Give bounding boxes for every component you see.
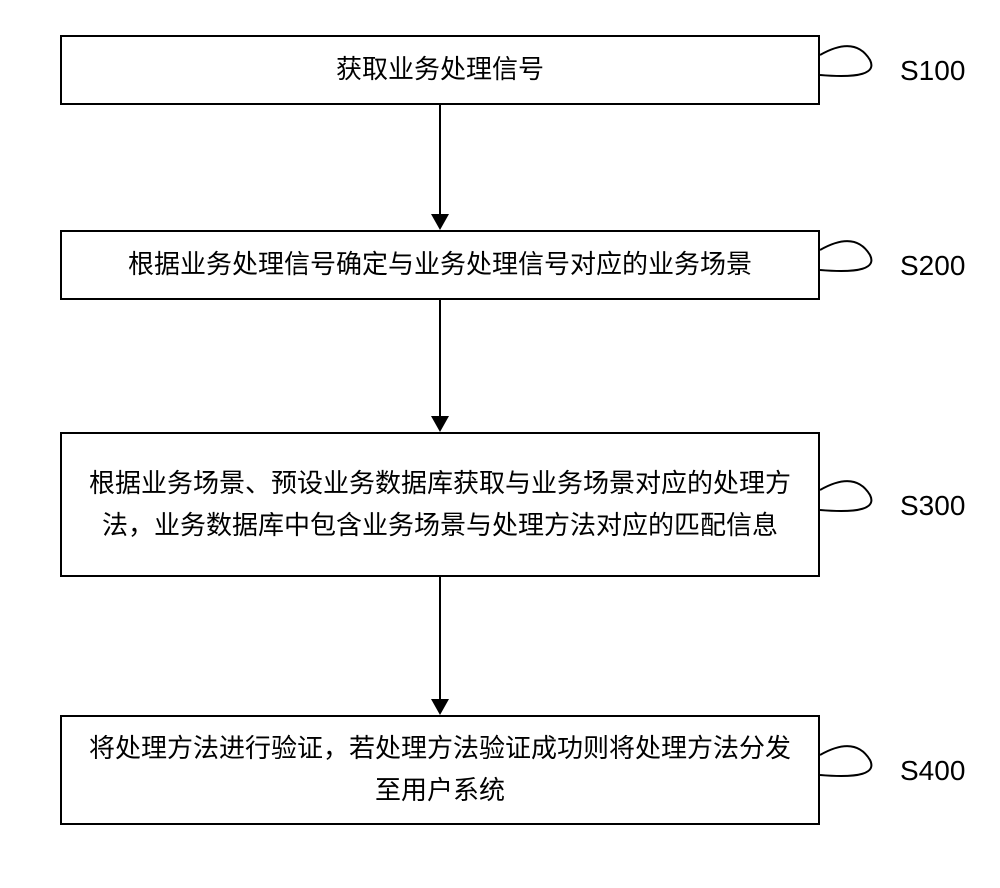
- flow-box-text-s400: 将处理方法进行验证，若处理方法验证成功则将处理方法分发至用户系统: [82, 728, 798, 811]
- flowchart-container: 获取业务处理信号 S100 根据业务处理信号确定与业务处理信号对应的业务场景 S…: [0, 0, 1000, 888]
- curve-s100: [820, 40, 900, 90]
- curve-s300: [820, 475, 900, 525]
- flow-box-text-s300: 根据业务场景、预设业务数据库获取与业务场景对应的处理方法，业务数据库中包含业务场…: [82, 463, 798, 546]
- step-label-s300: S300: [900, 490, 965, 522]
- curve-s200: [820, 235, 900, 285]
- step-label-s400: S400: [900, 755, 965, 787]
- curve-s400: [820, 740, 900, 790]
- step-label-s200: S200: [900, 250, 965, 282]
- flow-box-s100: 获取业务处理信号: [60, 35, 820, 105]
- flow-box-text-s200: 根据业务处理信号确定与业务处理信号对应的业务场景: [128, 244, 752, 286]
- flow-box-s400: 将处理方法进行验证，若处理方法验证成功则将处理方法分发至用户系统: [60, 715, 820, 825]
- flow-box-text-s100: 获取业务处理信号: [336, 49, 544, 91]
- flow-box-s200: 根据业务处理信号确定与业务处理信号对应的业务场景: [60, 230, 820, 300]
- step-label-s100: S100: [900, 55, 965, 87]
- flow-box-s300: 根据业务场景、预设业务数据库获取与业务场景对应的处理方法，业务数据库中包含业务场…: [60, 432, 820, 577]
